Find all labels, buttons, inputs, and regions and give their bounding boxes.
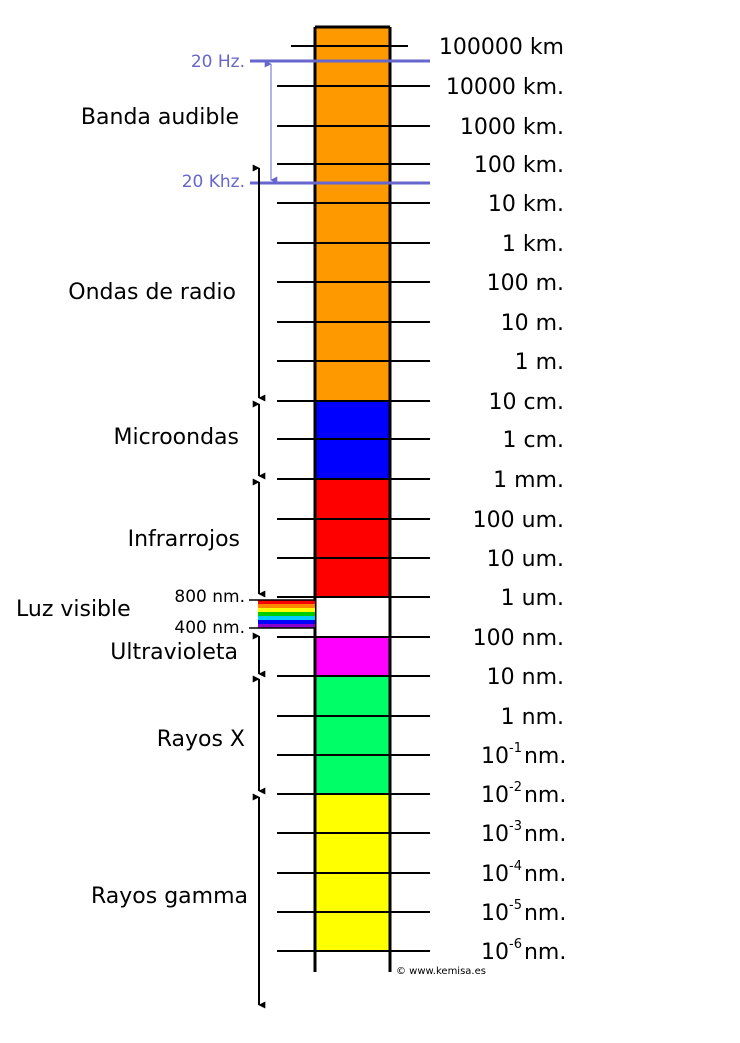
scale-label-exponent: -5: [509, 898, 522, 913]
scale-label: 10 km.: [488, 192, 564, 217]
xray-band: [315, 676, 390, 794]
infrared-band: [315, 479, 390, 597]
visible-label: Luz visible: [16, 597, 131, 622]
scale-label: 10 cm.: [488, 390, 564, 415]
scale-label: 100 um.: [473, 508, 564, 533]
ultraviolet-band: [315, 637, 390, 676]
scale-label: 10-2nm.: [481, 780, 566, 808]
rainbow-stripe: [258, 620, 315, 625]
scale-label-base: 10: [481, 862, 509, 887]
scale-label: 10 nm.: [487, 665, 564, 690]
scale-label-base: 10: [481, 822, 509, 847]
scale-label: 1000 km.: [460, 115, 564, 140]
scale-label-unit: nm.: [524, 783, 566, 808]
audio-high-label: 20 Khz.: [182, 172, 245, 192]
ultraviolet-label: Ultravioleta: [110, 640, 238, 665]
scale-label-unit: nm.: [524, 940, 566, 965]
gamma-label: Rayos gamma: [91, 884, 248, 909]
scale-label-exponent: -4: [509, 859, 522, 874]
scale-label-base: 10: [481, 744, 509, 769]
scale-label: 10 m.: [501, 311, 564, 336]
scale-label: 10-1nm.: [481, 741, 566, 769]
scale-label: 1 mm.: [493, 468, 564, 493]
rainbow-stripe: [258, 612, 315, 617]
visible-low-label: 400 nm.: [174, 618, 245, 638]
scale-label: 10-6nm.: [481, 937, 566, 965]
scale-label-base: 10: [481, 783, 509, 808]
scale-label: 10-5nm.: [481, 898, 566, 926]
rainbow-stripe: [258, 604, 315, 609]
scale-label-exponent: -3: [509, 819, 522, 834]
credit-text: © www.kemisa.es: [396, 966, 486, 977]
scale-label: 100 m.: [487, 271, 564, 296]
scale-label-base: 10: [481, 901, 509, 926]
rainbow-stripe: [258, 616, 315, 621]
scale-ticks: [277, 45, 430, 952]
rainbow-stripe: [258, 608, 315, 613]
scale-labels: 100000 km 10000 km. 1000 km. 100 km. 10 km. 1…: [439, 35, 567, 965]
visible-spectrum-rainbow: [258, 600, 315, 629]
scale-label: 1 cm.: [502, 428, 564, 453]
xray-label: Rayos X: [157, 727, 245, 752]
scale-label: 1 um.: [501, 586, 564, 611]
scale-label-exponent: -6: [509, 937, 522, 952]
scale-label: 1 nm.: [501, 705, 564, 730]
scale-label: 100 km.: [474, 153, 564, 178]
scale-label-unit: nm.: [524, 901, 566, 926]
visible-band: [315, 597, 390, 637]
microwave-label: Microondas: [113, 425, 239, 450]
scale-label-base: 10: [481, 940, 509, 965]
visible-high-label: 800 nm.: [174, 587, 245, 607]
scale-label-unit: nm.: [524, 862, 566, 887]
scale-label: 10000 km.: [446, 75, 564, 100]
scale-label: 1 km.: [502, 232, 564, 257]
radio-label: Ondas de radio: [68, 280, 236, 305]
scale-label: 10 um.: [487, 547, 564, 572]
scale-label-unit: nm.: [524, 744, 566, 769]
scale-label-exponent: -2: [509, 780, 522, 795]
audio-band-label: Banda audible: [81, 105, 239, 130]
scale-label: 1 m.: [515, 350, 564, 375]
audio-low-label: 20 Hz.: [191, 52, 245, 72]
radio-band: [315, 27, 390, 401]
rainbow-stripe: [258, 624, 315, 629]
scale-label: 100000 km: [439, 35, 564, 60]
rainbow-stripe: [258, 600, 315, 605]
scale-label: 10-3nm.: [481, 819, 566, 847]
scale-label-unit: nm.: [524, 822, 566, 847]
infrared-label: Infrarrojos: [128, 527, 240, 552]
scale-label: 10-4nm.: [481, 859, 566, 887]
scale-label: 100 nm.: [473, 626, 564, 651]
scale-label-exponent: -1: [509, 741, 522, 756]
